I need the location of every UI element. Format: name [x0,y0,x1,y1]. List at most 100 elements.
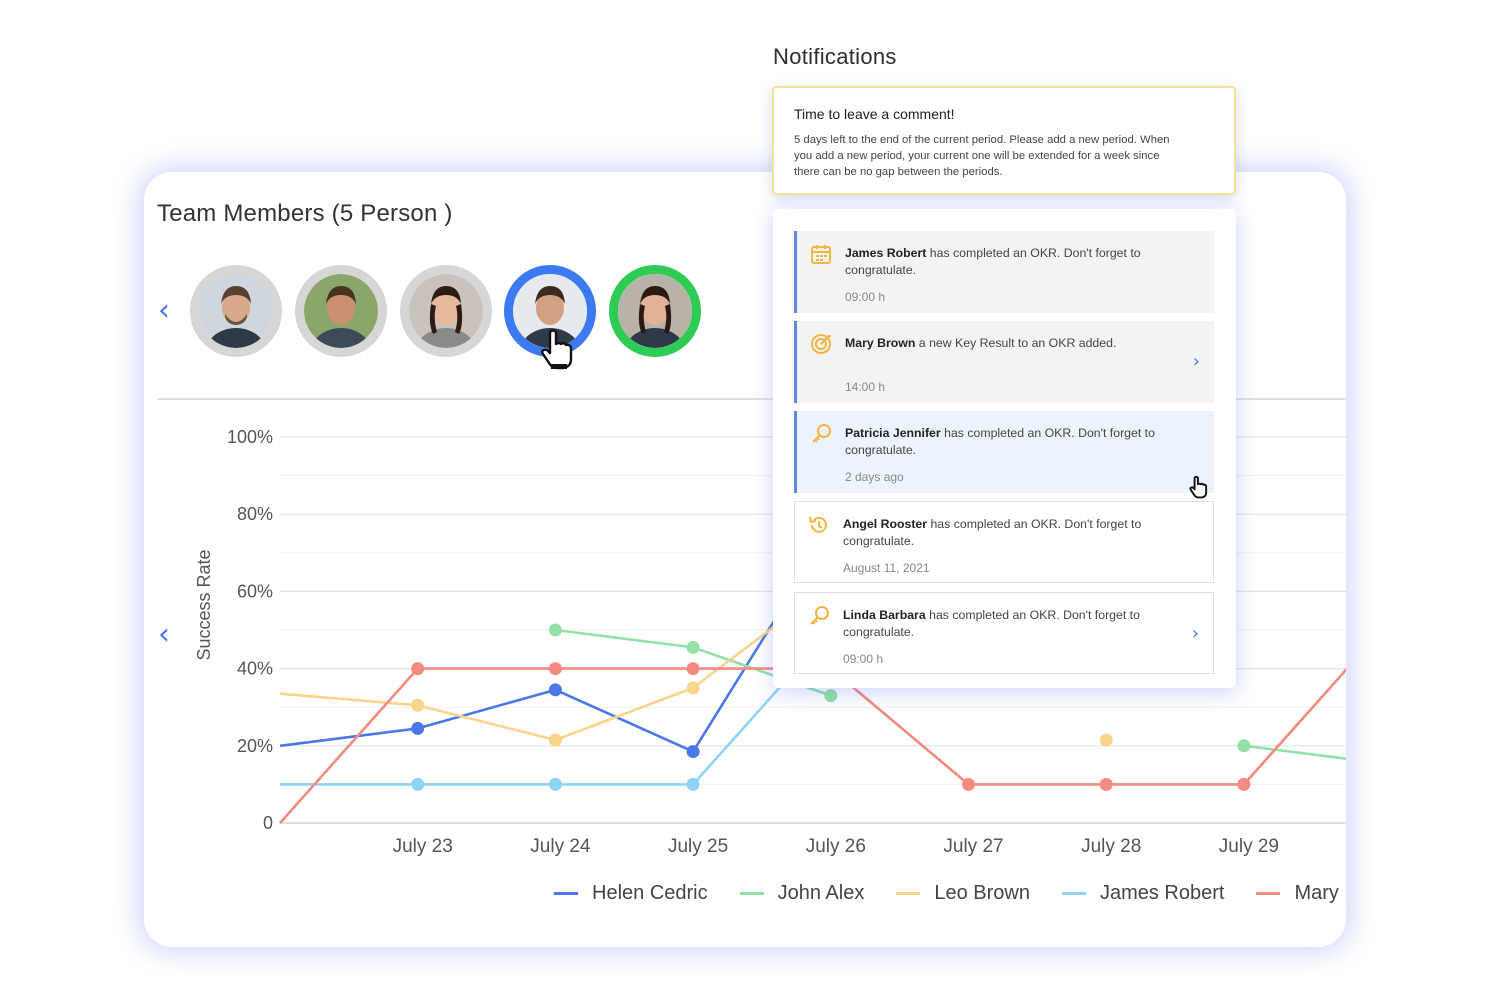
notification-time: August 11, 2021 [843,561,930,575]
data-point [548,683,562,697]
banner-text: 5 days left to the end of the current pe… [794,134,1170,178]
legend-item-mary[interactable]: Mary [1256,882,1339,905]
notification-item[interactable]: James Robert has completed an OKR. Don't… [794,231,1214,313]
x-tick-label: July 27 [943,836,1003,857]
comment-reminder-banner: Time to leave a comment! 5 days left to … [772,86,1236,195]
hand-cursor-icon [1189,475,1208,499]
avatar-member-2[interactable] [295,265,387,357]
data-point [1237,739,1251,753]
notification-text: Angel Rooster has completed an OKR. Don'… [843,516,1173,550]
notifications-panel: James Robert has completed an OKR. Don't… [773,209,1236,688]
x-tick-label: July 29 [1219,836,1279,857]
notification-message: has completed an OKR. Don't forget to co… [843,608,1140,639]
notification-item[interactable]: Mary Brown a new Key Result to an OKR ad… [794,321,1214,403]
legend-item-leo-brown[interactable]: Leo Brown [896,882,1030,905]
notification-user: Linda Barbara [843,608,926,622]
legend-swatch [1061,892,1086,895]
key-icon [810,606,829,625]
y-tick-label: 40% [237,659,273,679]
legend-item-john-alex[interactable]: John Alex [739,882,865,905]
legend-swatch [1256,892,1281,895]
chevron-right-icon[interactable]: › [1191,623,1199,644]
chart-prev-arrow[interactable]: ‹ [158,617,170,652]
legend-label: John Alex [777,882,865,904]
team-members-title: Team Members (5 Person ) [157,200,453,227]
data-point [548,623,562,637]
y-tick-label: 80% [237,504,273,524]
data-point [686,640,700,654]
notification-message: has completed an OKR. Don't forget to co… [845,246,1141,277]
legend-swatch [739,892,764,895]
data-point [548,777,562,791]
data-point [824,689,838,703]
data-point [1099,733,1113,747]
notification-item[interactable]: Angel Rooster has completed an OKR. Don'… [794,501,1214,583]
data-point [686,745,700,759]
series-line-john-alex [1243,744,1346,760]
data-point [1099,777,1113,791]
key-icon [812,424,831,443]
chart-legend: Helen Cedric John Alex Leo Brown James R… [554,882,1346,905]
data-point [686,681,700,695]
legend-swatch [554,892,578,895]
data-point [548,733,562,747]
notification-text: Patricia Jennifer has completed an OKR. … [845,425,1175,459]
legend-label: Mary [1294,882,1339,904]
legend-item-helen-cedric[interactable]: Helen Cedric [554,882,708,905]
data-point [1237,777,1251,791]
history-icon [809,516,827,533]
data-point [411,721,425,735]
card-divider [157,398,1346,400]
notification-item[interactable]: Linda Barbara has completed an OKR. Don'… [794,592,1214,674]
avatar-photo [409,274,483,348]
notification-item[interactable]: Patricia Jennifer has completed an OKR. … [794,411,1214,499]
x-tick-label: July 26 [806,836,866,857]
notification-message: has completed an OKR. Don't forget to co… [845,426,1155,457]
data-point [411,698,425,712]
x-tick-label: July 25 [668,836,728,857]
legend-label: Leo Brown [934,882,1030,904]
series-line-mary-brown [279,667,1346,824]
avatar-member-1[interactable] [190,265,282,357]
y-axis-label: Success Rate [194,549,214,660]
data-point [686,777,700,791]
notification-user: Patricia Jennifer [845,426,941,440]
legend-item-james-robert[interactable]: James Robert [1061,882,1225,905]
notification-text: Linda Barbara has completed an OKR. Don'… [843,607,1173,641]
notification-time: 2 days ago [845,470,904,484]
data-point [686,662,700,676]
notification-time: 09:00 h [843,652,884,666]
series-line-helen-cedric [279,528,832,753]
avatar-member-5[interactable] [609,265,701,357]
calendar-icon [811,245,831,264]
y-tick-label: 100% [227,427,273,447]
members-prev-arrow[interactable]: ‹ [158,293,170,328]
notification-user: James Robert [845,246,927,260]
notification-time: 09:00 h [845,290,886,304]
notification-text: Mary Brown a new Key Result to an OKR ad… [845,335,1175,352]
banner-title: Time to leave a comment! [794,106,955,122]
y-tick-label: 20% [237,736,273,756]
hand-cursor-icon [541,329,573,370]
avatar-photo [199,274,273,348]
target-icon [811,334,831,354]
avatar-photo [618,274,692,348]
data-point [411,777,425,791]
notification-user: Mary Brown [845,336,916,350]
data-point [548,662,562,676]
x-tick-label: July 28 [1081,836,1141,857]
notifications-heading: Notifications [773,44,897,69]
avatar-member-3[interactable] [400,265,492,357]
legend-label: James Robert [1099,882,1225,904]
chevron-right-icon[interactable]: › [1192,351,1200,372]
notification-message: has completed an OKR. Don't forget to co… [843,517,1142,548]
x-tick-label: July 24 [530,836,591,857]
legend-swatch [896,892,921,895]
y-tick-label: 0 [263,813,273,833]
data-point [962,777,975,791]
notification-text: James Robert has completed an OKR. Don't… [845,245,1175,279]
notification-time: 14:00 h [845,380,886,394]
legend-label: Helen Cedric [592,882,708,904]
x-tick-label: July 23 [393,836,453,857]
notification-message: a new Key Result to an OKR added. [915,336,1117,350]
